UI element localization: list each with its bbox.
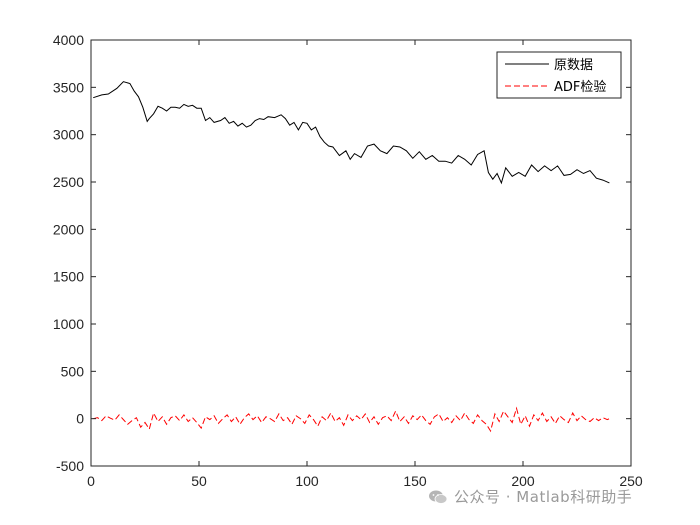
y-tick-label: -500 <box>56 458 84 474</box>
legend-label-1: ADF检验 <box>554 79 606 95</box>
series-line-0 <box>93 81 610 185</box>
x-tick-label: 100 <box>295 473 319 489</box>
y-tick-label: 2000 <box>53 221 84 237</box>
x-tick-label: 250 <box>619 473 643 489</box>
legend-box <box>496 51 622 99</box>
legend-label-0: 原数据 <box>554 58 593 73</box>
axes-box <box>90 39 632 467</box>
y-tick-label: 3000 <box>53 127 84 143</box>
y-tick-label: 1500 <box>53 269 84 285</box>
x-tick-label: 200 <box>511 473 535 489</box>
watermark-text: 公众号 · Matlab科研助手 <box>454 488 633 506</box>
y-tick-label: 0 <box>76 411 84 427</box>
x-tick-label: 150 <box>403 473 427 489</box>
axes: 0 50 100 150 200 250-500050010001500200025003… <box>53 32 643 489</box>
y-tick-label: 1000 <box>53 316 84 332</box>
plot-background <box>91 40 631 466</box>
series-line-1 <box>93 406 610 433</box>
watermark: 公众号 · Matlab科研助手 <box>428 486 632 507</box>
y-tick-label: 4000 <box>53 32 84 48</box>
series-layer <box>93 81 610 433</box>
x-tick-label: 50 <box>191 473 207 489</box>
wechat-icon <box>429 490 448 504</box>
y-tick-label: 3500 <box>53 79 84 95</box>
plot-area <box>91 40 631 466</box>
x-tick-label: 0 <box>87 473 95 489</box>
y-tick-label: 500 <box>61 363 85 379</box>
y-tick-label: 2500 <box>53 174 84 190</box>
legend: 原数据 ADF检验 <box>496 51 622 99</box>
